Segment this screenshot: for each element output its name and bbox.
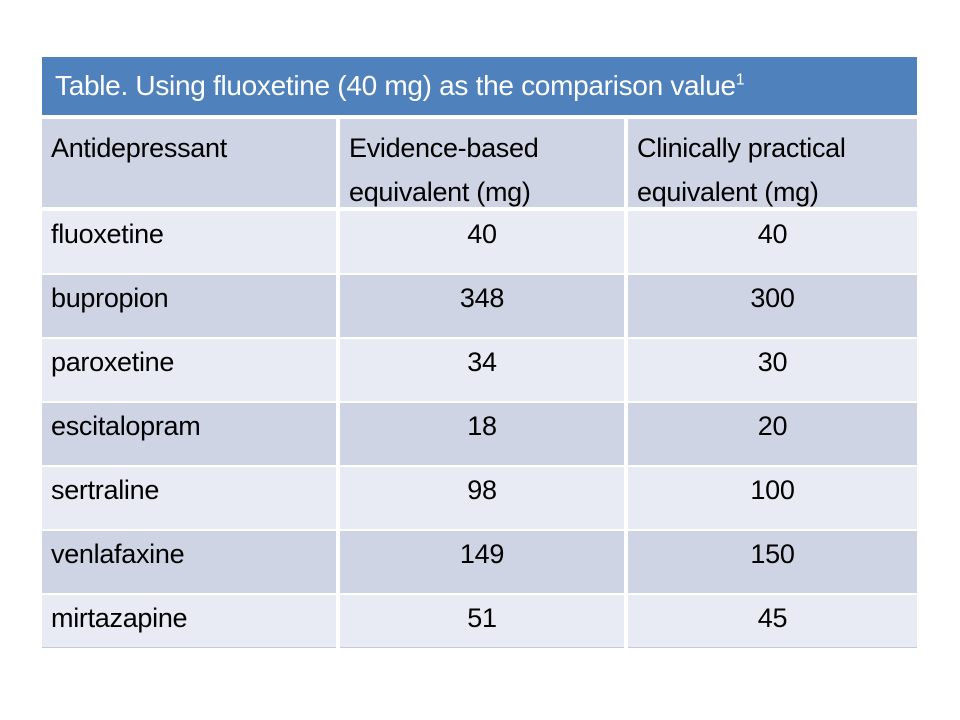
evidence-based-value-cell: 348 [340,275,624,337]
clinically-practical-value-cell: 40 [628,211,917,273]
table-title-footnote-marker: 1 [735,71,745,89]
table-row: sertraline 98 100 [42,467,917,529]
table-header-row: Antidepressant Evidence-based equivalent… [42,119,917,207]
drug-name-cell: sertraline [42,467,336,529]
equivalence-table: Table. Using fluoxetine (40 mg) as the c… [42,57,917,650]
clinically-practical-value-cell: 20 [628,403,917,465]
table-title: Table. Using fluoxetine (40 mg) as the c… [55,70,736,101]
column-header-clinically-practical-equivalent: Clinically practical equivalent (mg) [628,119,917,207]
table-row: bupropion 348 300 [42,275,917,337]
evidence-based-value-cell: 34 [340,339,624,401]
drug-name-cell: bupropion [42,275,336,337]
table-title-bar: Table. Using fluoxetine (40 mg) as the c… [42,57,917,115]
table-body: fluoxetine 40 40 bupropion 348 300 parox… [42,211,917,648]
clinically-practical-value-cell: 300 [628,275,917,337]
drug-name-cell: escitalopram [42,403,336,465]
clinically-practical-value-cell: 100 [628,467,917,529]
drug-name-cell: paroxetine [42,339,336,401]
evidence-based-value-cell: 51 [340,595,624,648]
table-row: paroxetine 34 30 [42,339,917,401]
drug-name-cell: venlafaxine [42,531,336,593]
evidence-based-value-cell: 18 [340,403,624,465]
clinically-practical-value-cell: 30 [628,339,917,401]
evidence-based-value-cell: 98 [340,467,624,529]
clinically-practical-value-cell: 150 [628,531,917,593]
column-header-evidence-based-equivalent: Evidence-based equivalent (mg) [340,119,624,207]
drug-name-cell: fluoxetine [42,211,336,273]
table-row: fluoxetine 40 40 [42,211,917,273]
column-header-antidepressant: Antidepressant [42,119,336,207]
clinically-practical-value-cell: 45 [628,595,917,648]
evidence-based-value-cell: 149 [340,531,624,593]
table-row: mirtazapine 51 45 [42,595,917,648]
drug-name-cell: mirtazapine [42,595,336,648]
table-row: venlafaxine 149 150 [42,531,917,593]
evidence-based-value-cell: 40 [340,211,624,273]
table-row: escitalopram 18 20 [42,403,917,465]
